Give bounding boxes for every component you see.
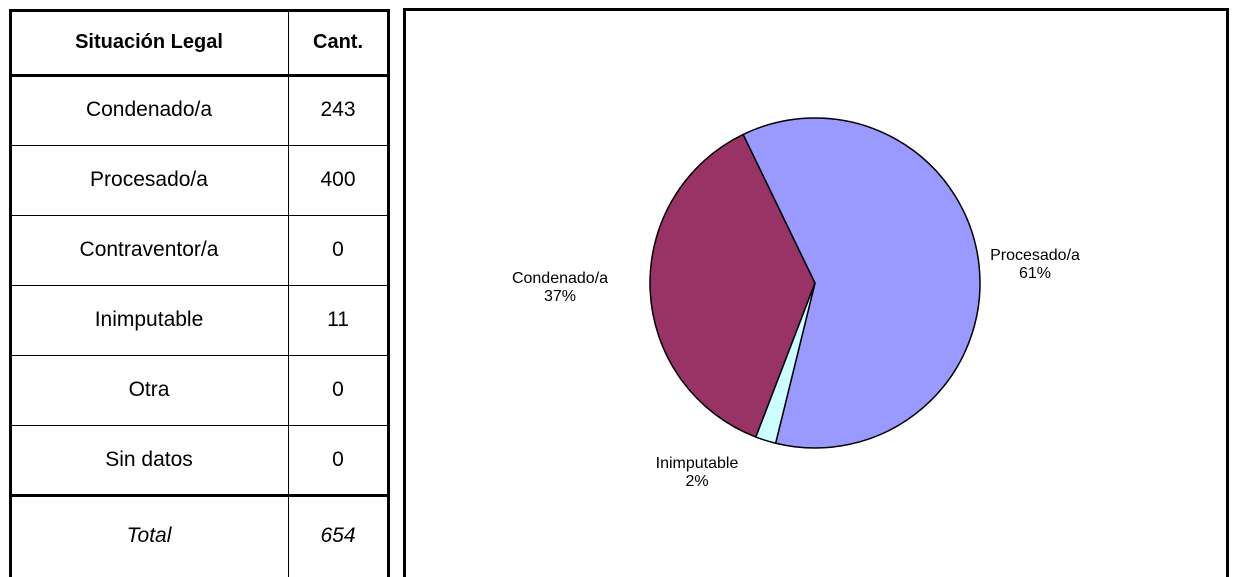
table-cell: Cant. xyxy=(313,31,363,53)
pie-slice xyxy=(649,133,816,439)
table-cell: 400 xyxy=(320,168,356,191)
slice-label: Inimputable xyxy=(656,455,739,472)
table-line xyxy=(9,9,12,577)
table-line xyxy=(9,145,389,146)
table-line xyxy=(288,9,289,577)
table-cell: Total xyxy=(126,524,172,547)
table-cell: Situación Legal xyxy=(75,31,223,53)
pie-slice xyxy=(742,117,981,449)
pie-slice xyxy=(754,282,816,445)
table-cell: 243 xyxy=(320,98,356,121)
table-line xyxy=(387,9,390,577)
table-line xyxy=(9,355,389,356)
border xyxy=(1226,8,1229,577)
border xyxy=(403,8,1229,11)
slice-value-label: 37% xyxy=(544,288,576,305)
table-line xyxy=(9,74,389,77)
table-cell: Otra xyxy=(128,378,170,401)
table-line xyxy=(9,285,389,286)
table-cell: Sin datos xyxy=(105,448,193,471)
slice-label: Procesado/a xyxy=(990,247,1080,264)
slice-value-label: 2% xyxy=(685,473,708,490)
table-line xyxy=(9,425,389,426)
table-cell: 0 xyxy=(332,238,344,261)
border xyxy=(403,8,406,577)
slice-label: Condenado/a xyxy=(512,270,608,287)
table-cell: 11 xyxy=(327,308,349,331)
table-line xyxy=(9,494,389,497)
table-cell: Condenado/a xyxy=(85,98,213,121)
table-cell: Procesado/a xyxy=(90,168,208,191)
table-cell: Contraventor/a xyxy=(79,238,219,261)
slice-value-label: 61% xyxy=(1019,265,1051,282)
table-cell: 654 xyxy=(320,524,356,547)
table-line xyxy=(9,9,389,12)
table-cell: 0 xyxy=(332,448,344,471)
table-cell: 0 xyxy=(332,378,344,401)
table-cell: Inimputable xyxy=(94,308,204,331)
table-line xyxy=(9,215,389,216)
